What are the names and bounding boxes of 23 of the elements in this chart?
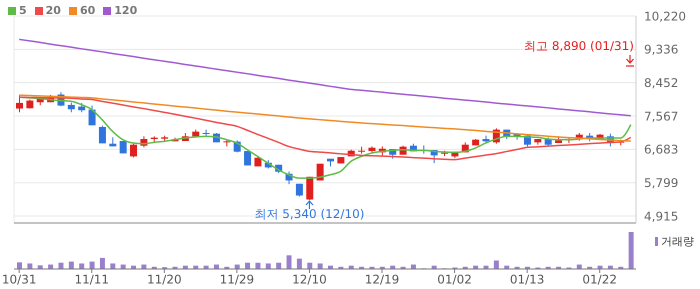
x-tick-label: 01/13: [510, 272, 544, 287]
x-tick-label: 01/02: [437, 272, 472, 287]
y-tick-label: 10,220: [644, 9, 686, 24]
x-tick-label: 11/11: [74, 272, 110, 287]
legend-label: 20: [46, 4, 61, 17]
legend-label: 거래량: [661, 234, 694, 249]
legend-label: 120: [114, 4, 138, 17]
legend-label: 5: [19, 4, 27, 17]
x-tick-label: 01/22: [582, 272, 618, 287]
y-tick-label: 7,567: [644, 109, 678, 124]
y-tick-label: 4,915: [644, 209, 678, 224]
x-tick-label: 11/29: [220, 272, 254, 287]
y-tick-label: 9,336: [644, 42, 678, 57]
x-tick-label: 12/19: [364, 272, 400, 287]
x-tick-label: 10/31: [2, 272, 36, 287]
legend-label: 60: [80, 4, 96, 17]
x-tick-label: 12/10: [292, 272, 327, 287]
y-tick-label: 8,452: [644, 76, 678, 90]
y-tick-label: 5,799: [644, 176, 678, 190]
annotation: 최저 5,340 (12/10): [254, 207, 364, 221]
x-tick-label: 11/20: [147, 272, 182, 287]
annotation: 최고 8,890 (01/31): [524, 39, 634, 53]
y-tick-label: 6,683: [644, 142, 678, 157]
